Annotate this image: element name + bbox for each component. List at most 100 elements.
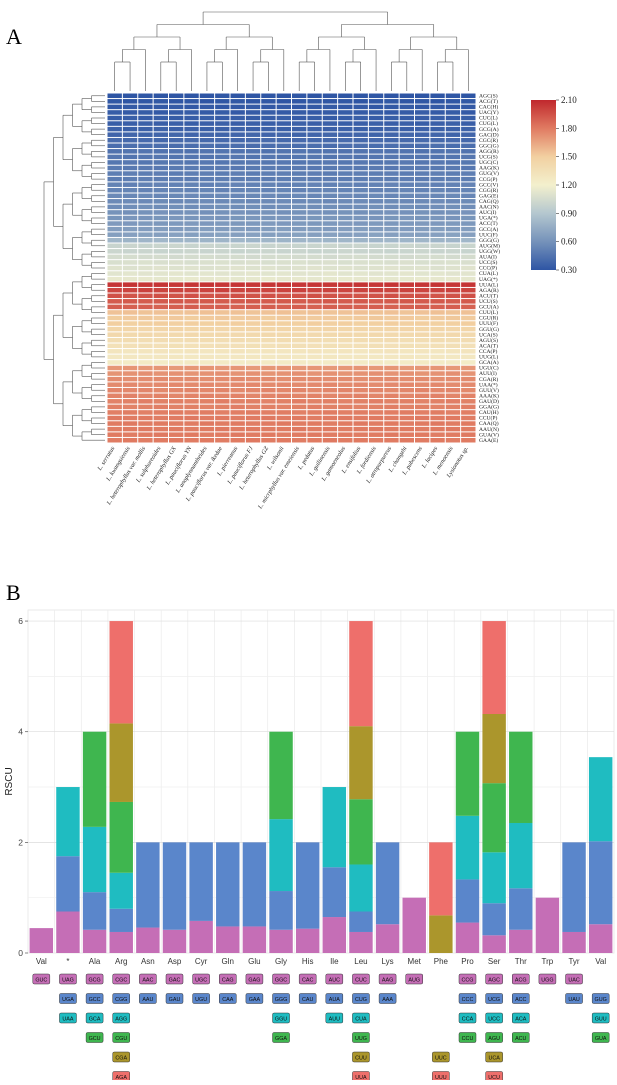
heatmap-cell [384,337,399,343]
heatmap-cell [122,360,138,365]
heatmap-cell [307,393,322,399]
bar-segment [242,842,267,927]
heatmap-cell [368,160,384,165]
heatmap-cell [307,399,322,404]
bar-segment [375,842,400,925]
heatmap-cell [215,226,230,232]
heatmap-cell [430,121,445,126]
heatmap-cell [153,182,168,187]
codon-legend-box [85,1012,104,1024]
heatmap-cell [461,132,476,137]
heatmap-cell [261,243,276,249]
heatmap-cell [399,326,414,332]
bar-segment [269,891,293,930]
heatmap-cell [322,332,338,337]
heatmap-cell [292,376,307,382]
codon-legend-label: AAG [382,977,393,983]
x-tick-label: Thr [515,957,527,966]
heatmap-cell [153,154,168,160]
heatmap-cell [276,365,291,371]
heatmap-cell [215,137,230,143]
heatmap-cell [322,287,338,293]
bar-segment [482,621,506,715]
heatmap-cell [245,387,261,393]
heatmap-cell [184,243,199,249]
heatmap-cell [261,426,276,432]
heatmap-cell [415,376,430,382]
codon-legend-box [59,993,77,1004]
heatmap-cell [399,121,414,126]
heatmap-cell [153,426,168,432]
heatmap-cell [153,276,168,282]
heatmap-cell [445,154,461,160]
heatmap-cell [445,254,461,260]
codon-legend-label: GAA [249,997,261,1003]
x-tick-label: Gly [275,957,287,966]
row-label: AUA(I) [479,254,497,261]
heatmap-cell [338,237,353,243]
codon-legend-label: AGG [115,1016,127,1022]
bar-segment [535,897,560,953]
heatmap-cell [415,149,430,154]
row-label: GGC(G) [479,142,499,149]
heatmap-cell [245,326,261,332]
heatmap-cell [399,426,414,432]
heatmap-cell [307,115,322,121]
heatmap-cell [169,387,184,393]
heatmap-cell [384,210,399,215]
heatmap-cell [338,321,353,326]
row-label: AAA(K) [479,392,499,399]
heatmap-cell [199,165,215,171]
row-label: AUC(I) [479,209,497,216]
heatmap-cell [307,365,322,371]
codon-legend-label: UUU [435,1075,447,1080]
heatmap-cell [230,254,245,260]
heatmap-cell [353,293,368,299]
row-label: ACC(T) [479,220,498,227]
heatmap-cell [261,121,276,126]
bar-segment [429,915,453,953]
heatmap-cell [322,215,338,221]
heatmap-cell [276,176,291,182]
heatmap-cell [107,93,122,99]
codon-legend-label: UCG [488,997,500,1003]
heatmap-cell [261,182,276,187]
heatmap-cell [138,265,153,271]
heatmap-cell [399,354,414,360]
heatmap-cell [230,110,245,115]
heatmap-cell [184,376,199,382]
heatmap-cell [184,437,199,443]
heatmap-cell [338,187,353,193]
bar-segment [216,842,240,927]
heatmap-cell [292,360,307,365]
heatmap-cell [384,265,399,271]
heatmap-cell [430,137,445,143]
heatmap-cell [430,260,445,265]
heatmap-cell [107,265,122,271]
heatmap-cell [138,332,153,337]
heatmap-cell [169,371,184,376]
heatmap-cell [184,121,199,126]
heatmap-cell [322,104,338,110]
heatmap-cell [353,393,368,399]
heatmap-cell [153,299,168,304]
heatmap-cell [184,271,199,276]
heatmap-cell [461,249,476,254]
heatmap-cell [261,287,276,293]
heatmap-cell [245,215,261,221]
heatmap-cell [261,276,276,282]
heatmap-cell [276,282,291,287]
heatmap-cell [368,432,384,437]
heatmap-cell [153,143,168,149]
heatmap-cell [384,199,399,204]
heatmap-cell [461,254,476,260]
heatmap-cell [153,160,168,165]
heatmap-cell [122,304,138,310]
heatmap-cell [415,276,430,282]
heatmap-cell [261,165,276,171]
heatmap-cell [338,110,353,115]
heatmap-cell [292,299,307,304]
heatmap-cell [107,271,122,276]
row-label: GUU(V) [479,387,499,394]
heatmap-cell [445,93,461,99]
